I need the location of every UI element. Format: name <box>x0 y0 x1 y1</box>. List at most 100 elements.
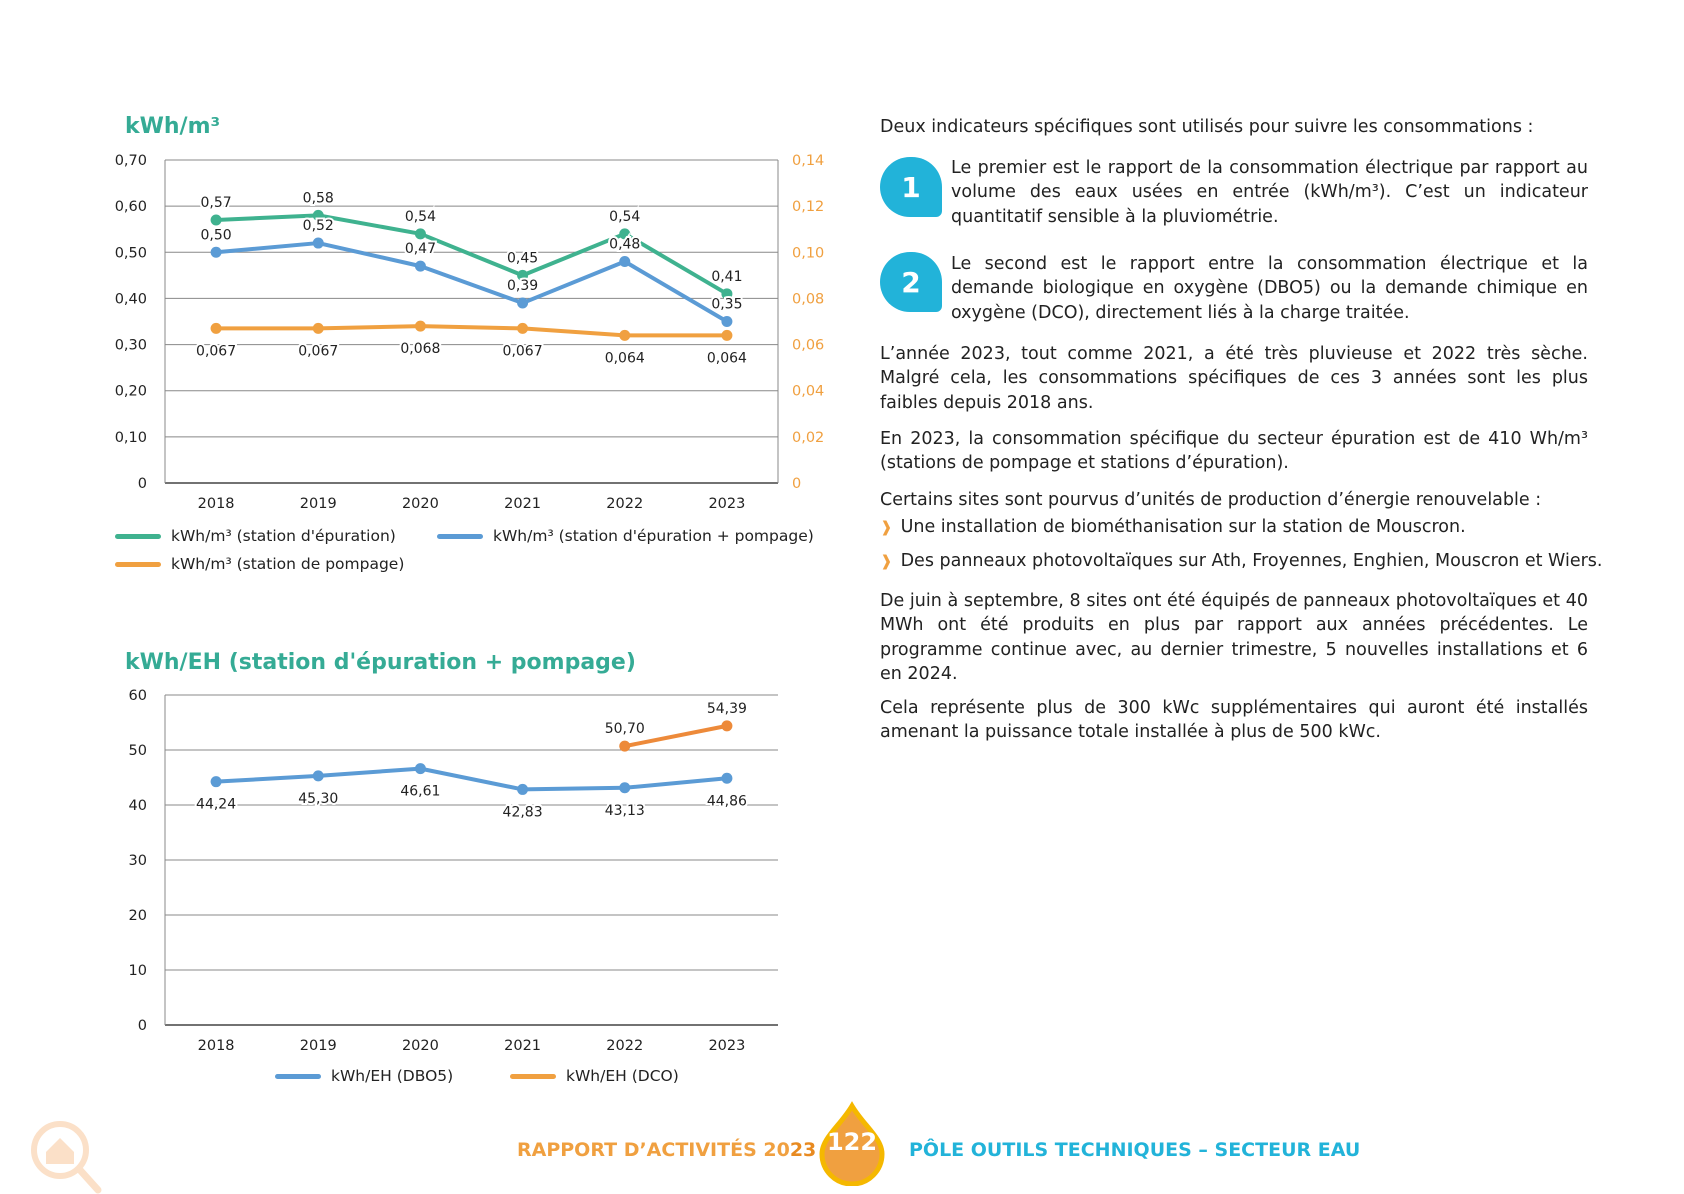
y-tick-label: 50 <box>129 743 147 759</box>
data-label: 0,50 <box>200 227 231 243</box>
legend-label: kWh/m³ (station de pompage) <box>171 555 405 573</box>
legend-label: kWh/m³ (station d'épuration) <box>171 527 396 545</box>
paragraph: Cela représente plus de 300 kWc suppléme… <box>880 698 1588 743</box>
x-tick-label: 2019 <box>300 1038 337 1054</box>
series-line <box>624 723 728 749</box>
series-line <box>215 241 728 324</box>
series-line <box>215 766 728 792</box>
y-tick-label: 0,50 <box>115 245 147 261</box>
y-tick-label: 0,10 <box>115 430 147 446</box>
legend-swatch <box>115 561 161 567</box>
legend-swatch <box>275 1073 321 1079</box>
data-point <box>517 322 529 334</box>
series-line <box>216 324 727 338</box>
x-tick-label: 2023 <box>708 496 745 512</box>
intro-text: Deux indicateurs spécifiques sont utilis… <box>880 117 1534 137</box>
y2-tick-label: 0 <box>792 476 801 492</box>
data-label: 0,064 <box>707 350 747 366</box>
y-tick-label: 10 <box>129 963 147 979</box>
x-tick-label: 2021 <box>504 1038 541 1054</box>
data-point <box>210 214 222 226</box>
x-tick-label: 2022 <box>606 1038 643 1054</box>
data-label: 50,70 <box>605 721 645 737</box>
chart-kwh-eh: 0 10 20 30 40 50 60 2018 2019 2020 2021 2022 2023 44,… <box>129 688 778 1054</box>
data-point <box>619 782 631 794</box>
data-point <box>414 763 426 775</box>
data-point <box>517 783 529 795</box>
y-tick-label: 20 <box>129 908 147 924</box>
x-tick-label: 2023 <box>708 1038 745 1054</box>
data-label: 0,39 <box>507 278 538 294</box>
data-point <box>312 237 324 249</box>
number-badge-2: 2 <box>880 252 942 312</box>
page-number: 122 <box>826 1128 878 1156</box>
report-year-suffix: 23 <box>789 1139 817 1161</box>
chart-kwh-m3: 0 0 0,10 0,02 0,20 0,04 0,30 0,06 0,40 0,08 0,50 0,… <box>115 153 825 512</box>
data-label: 0,54 <box>609 209 640 225</box>
data-label: 0,068 <box>400 341 440 357</box>
data-point <box>721 288 733 300</box>
bullet-text: Des panneaux photovoltaïques sur Ath, Fr… <box>900 551 1603 571</box>
data-point <box>312 209 324 221</box>
legend-label: kWh/EH (DBO5) <box>331 1067 454 1085</box>
y-tick-label: 0,60 <box>115 199 147 215</box>
data-label: 44,24 <box>196 797 236 813</box>
y2-tick-label: 0,04 <box>792 384 824 400</box>
data-point <box>721 329 733 341</box>
y2-tick-label: 0,02 <box>792 430 824 446</box>
data-label: 0,47 <box>405 241 436 257</box>
data-label: 0,45 <box>507 250 538 266</box>
paragraph: De juin à septembre, 8 sites ont été équ… <box>880 591 1588 685</box>
y2-tick-label: 0,14 <box>792 153 824 169</box>
legend-item: kWh/m³ (station d'épuration) <box>115 527 396 545</box>
page-drop-icon <box>819 1101 885 1186</box>
report-label: RAPPORT D’ACTIVITÉS 20 <box>517 1139 790 1161</box>
data-label: 0,48 <box>609 237 640 253</box>
data-point <box>414 228 426 240</box>
data-point <box>312 770 324 782</box>
paragraph: L’année 2023, tout comme 2021, a été trè… <box>880 344 1588 413</box>
series-line <box>215 213 728 296</box>
chart1-title: kWh/m³ <box>125 114 221 139</box>
x-tick-label: 2019 <box>300 496 337 512</box>
indicator-2-text: Le second est le rapport entre la consom… <box>951 254 1588 323</box>
chart2-title: kWh/EH (station d'épuration + pompage) <box>125 650 636 675</box>
data-point <box>210 776 222 788</box>
data-label: 0,067 <box>503 343 543 359</box>
y-tick-label: 60 <box>129 688 147 704</box>
data-point <box>721 772 733 784</box>
legend-item: kWh/EH (DCO) <box>510 1067 679 1085</box>
x-tick-label: 2020 <box>402 496 439 512</box>
data-point <box>517 269 529 281</box>
data-label: 0,41 <box>711 269 742 285</box>
data-label: 0,58 <box>303 190 334 206</box>
chevron-icon: ❱ <box>880 518 893 536</box>
data-point <box>721 720 733 732</box>
data-label: 0,067 <box>196 343 236 359</box>
paragraph: Certains sites sont pourvus d’unités de … <box>880 490 1542 510</box>
legend-item: kWh/EH (DBO5) <box>275 1067 453 1085</box>
x-tick-label: 2021 <box>504 496 541 512</box>
data-point <box>619 740 631 752</box>
data-point <box>210 246 222 258</box>
chevron-icon: ❱ <box>880 552 893 570</box>
data-label: 0,57 <box>200 195 231 211</box>
bullet-item: ❱ Une installation de biométhanisation su… <box>880 517 1466 537</box>
data-label: 0,54 <box>405 209 436 225</box>
data-label: 0,064 <box>605 350 645 366</box>
data-label: 54,39 <box>707 701 747 717</box>
data-point <box>619 228 631 240</box>
data-point <box>721 316 733 327</box>
data-label: 42,83 <box>503 804 543 820</box>
y2-tick-label: 0,08 <box>792 291 824 307</box>
data-point <box>414 260 426 272</box>
footer-section: PÔLE OUTILS TECHNIQUES – SECTEUR EAU <box>909 1139 1361 1161</box>
x-tick-label: 2020 <box>402 1038 439 1054</box>
legend-label: kWh/EH (DCO) <box>566 1067 679 1085</box>
bullet-item: ❱ Des panneaux photovoltaïques sur Ath, F… <box>880 551 1602 571</box>
paragraph: En 2023, la consommation spécifique du s… <box>880 429 1588 474</box>
y-tick-label: 0 <box>138 476 147 492</box>
data-label: 45,30 <box>298 791 338 807</box>
y2-tick-label: 0,12 <box>792 199 824 215</box>
legend-swatch <box>437 533 483 539</box>
